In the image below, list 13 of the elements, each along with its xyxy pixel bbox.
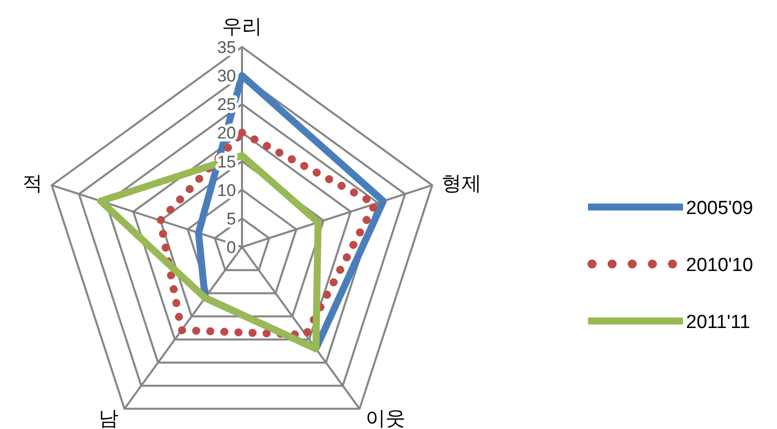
spoke-label: 적 bbox=[22, 171, 42, 196]
spoke-label: 남 bbox=[98, 406, 119, 429]
spoke-label: 형제 bbox=[442, 171, 482, 196]
spoke-label: 이웃 bbox=[365, 406, 406, 429]
legend-label: 2010'10 bbox=[686, 255, 754, 276]
y-tick-label: 30 bbox=[217, 66, 236, 86]
y-tick-label: 35 bbox=[217, 38, 236, 57]
spoke-label: 우리 bbox=[222, 14, 262, 38]
legend-label: 2005'09 bbox=[686, 198, 754, 219]
y-tick-label: 5 bbox=[226, 209, 236, 228]
y-tick-label: 10 bbox=[217, 180, 236, 200]
y-tick-label: 0 bbox=[226, 238, 236, 257]
legend-label: 2011'11 bbox=[686, 312, 750, 333]
